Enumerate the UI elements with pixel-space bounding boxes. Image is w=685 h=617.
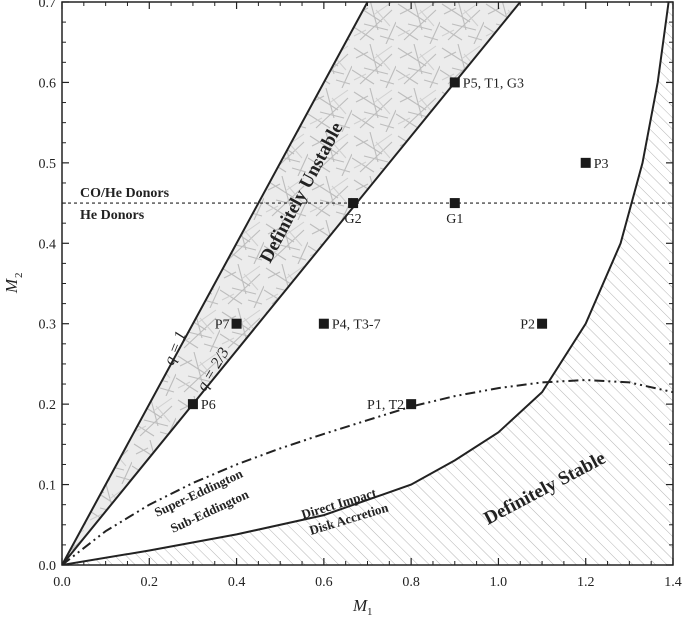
x-axis-title: M: [352, 596, 368, 615]
data-point-label: P1, T2: [367, 398, 404, 413]
x-tick-label: 0.0: [53, 575, 71, 590]
x-axis-label: M 1: [352, 596, 373, 617]
x-tick-label: 0.4: [228, 575, 246, 590]
data-point-marker: [449, 77, 460, 88]
data-point-label: P5, T1, G3: [463, 76, 524, 91]
x-tick-label: 0.2: [141, 575, 159, 590]
q-two-thirds-line: [62, 2, 522, 565]
y-axis-title: M: [2, 278, 21, 294]
x-tick-label: 1.2: [577, 575, 595, 590]
data-point-marker: [580, 157, 591, 168]
x-axis-subscript: 1: [367, 606, 373, 617]
y-tick-label: 0.5: [39, 157, 57, 172]
q1-line: [62, 2, 369, 565]
data-point-label: P3: [594, 157, 609, 172]
data-point-marker: [187, 399, 198, 410]
y-tick-label: 0.7: [39, 0, 57, 11]
y-tick-label: 0.2: [39, 398, 57, 413]
x-tick-label: 0.6: [315, 575, 333, 590]
data-point-label: P4, T3-7: [332, 318, 381, 333]
data-point-marker: [231, 318, 242, 329]
data-point-label: G2: [345, 212, 362, 227]
y-axis-subscript: 2: [13, 273, 25, 279]
co-he-donors-label: CO/He Donors: [80, 186, 170, 201]
y-tick-label: 0.3: [39, 318, 57, 333]
y-tick-label: 0.1: [39, 479, 57, 494]
definitely-stable-region: [62, 2, 673, 565]
data-point-label: G1: [446, 212, 463, 227]
x-tick-label: 1.4: [664, 575, 682, 590]
data-point-marker: [449, 198, 460, 209]
data-point-label: P6: [201, 398, 216, 413]
data-points: P5, T1, G3 P3 G2 G1 P7 P4, T3-7 P2 P6 P1, T2: [187, 76, 609, 413]
y-tick-label: 0.6: [39, 76, 57, 91]
data-point-marker: [406, 399, 417, 410]
data-point-label: P2: [520, 318, 535, 333]
y-tick-label: 0.0: [39, 559, 57, 574]
x-tick-label: 0.8: [402, 575, 420, 590]
x-tick-label: 1.0: [490, 575, 508, 590]
direct-impact-boundary-curve: [62, 2, 670, 565]
x-axis-ticks: 0.0 0.2 0.4 0.6 0.8 1.0 1.2 1.4: [53, 2, 682, 590]
data-point-label: P7: [215, 318, 230, 333]
data-point-marker: [318, 318, 329, 329]
y-tick-label: 0.4: [39, 237, 57, 252]
eddington-boundary-curve: [62, 378, 673, 565]
data-point-marker: [537, 318, 548, 329]
he-donors-label: He Donors: [80, 208, 145, 223]
data-point-marker: [348, 198, 359, 209]
y-axis-ticks: 0.0 0.1 0.2 0.3 0.4 0.5 0.6 0.7: [39, 0, 673, 574]
y-axis-label: M 2: [2, 273, 25, 295]
